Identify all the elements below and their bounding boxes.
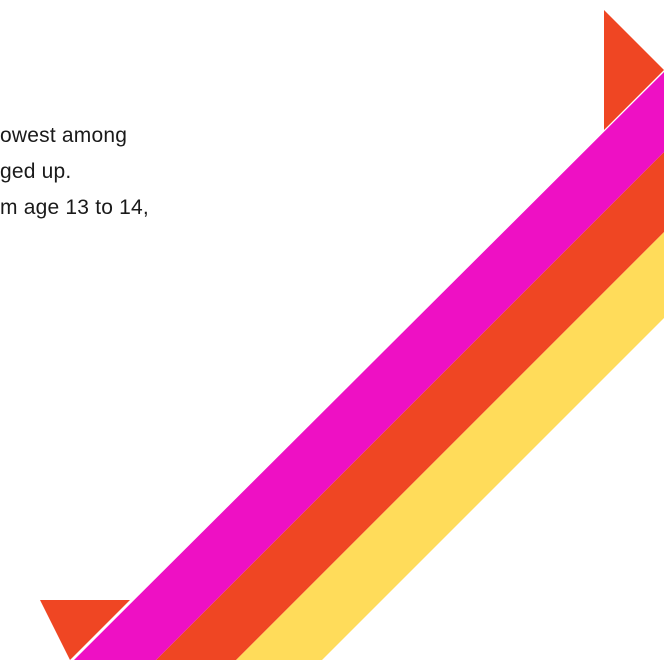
body-text-line-1: owest among (0, 124, 128, 147)
body-text: owest among ged up. m age 13 to 14, (0, 118, 300, 226)
ribbon-bottom-tail (40, 600, 130, 660)
body-text-line-3: m age 13 to 14, (0, 196, 149, 219)
ribbon-stripe-magenta (74, 72, 664, 660)
body-text-line-2: ged up. (0, 160, 72, 183)
ribbon-top-tail (604, 10, 664, 130)
